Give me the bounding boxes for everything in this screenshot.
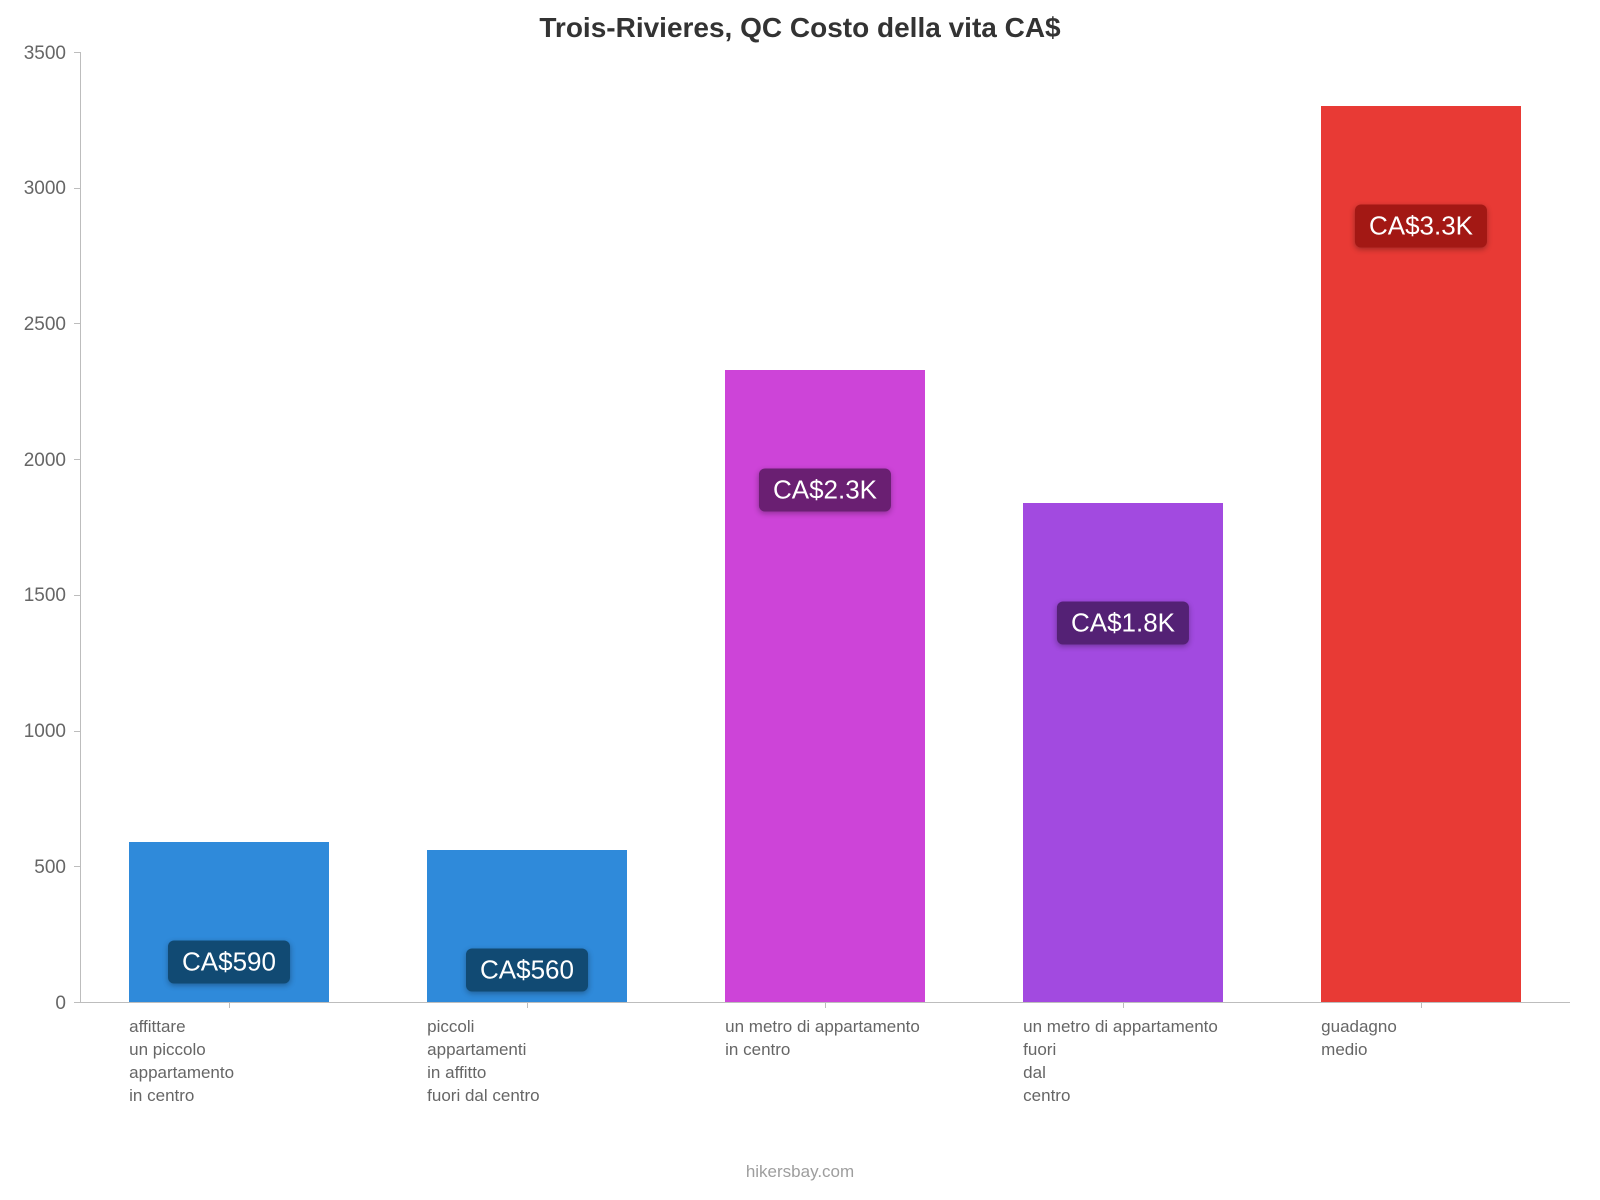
y-tick-label: 3000 bbox=[0, 178, 66, 200]
x-label: affittare un piccolo appartamento in cen… bbox=[129, 1016, 427, 1108]
x-tick bbox=[229, 1002, 230, 1008]
bar bbox=[1023, 503, 1223, 1002]
x-label: un metro di appartamento fuori dal centr… bbox=[1023, 1016, 1321, 1108]
plot-area: CA$590 CA$560 CA$2.3K CA$1.8K CA$3.3K bbox=[80, 52, 1570, 1002]
y-tick-label: 0 bbox=[0, 993, 66, 1015]
x-tick bbox=[825, 1002, 826, 1008]
y-tick-label: 3500 bbox=[0, 43, 66, 65]
value-badge: CA$590 bbox=[168, 940, 290, 983]
x-tick bbox=[527, 1002, 528, 1008]
x-tick bbox=[1421, 1002, 1422, 1008]
cost-of-living-chart: Trois-Rivieres, QC Costo della vita CA$ … bbox=[0, 0, 1600, 1200]
y-tick-label: 1000 bbox=[0, 721, 66, 743]
value-badge: CA$1.8K bbox=[1057, 601, 1189, 644]
y-tick-label: 500 bbox=[0, 857, 66, 879]
x-tick bbox=[1123, 1002, 1124, 1008]
value-badge: CA$2.3K bbox=[759, 468, 891, 511]
y-tick-label: 2500 bbox=[0, 314, 66, 336]
x-label: un metro di appartamento in centro bbox=[725, 1016, 1023, 1062]
bar bbox=[725, 370, 925, 1002]
value-badge: CA$560 bbox=[466, 949, 588, 992]
value-badge: CA$3.3K bbox=[1355, 205, 1487, 248]
credit-text: hikersbay.com bbox=[0, 1162, 1600, 1182]
y-axis-line bbox=[80, 52, 81, 1002]
x-label: guadagno medio bbox=[1321, 1016, 1600, 1062]
y-tick-label: 2000 bbox=[0, 450, 66, 472]
x-label: piccoli appartamenti in affitto fuori da… bbox=[427, 1016, 725, 1108]
chart-title: Trois-Rivieres, QC Costo della vita CA$ bbox=[0, 12, 1600, 44]
y-tick-label: 1500 bbox=[0, 585, 66, 607]
